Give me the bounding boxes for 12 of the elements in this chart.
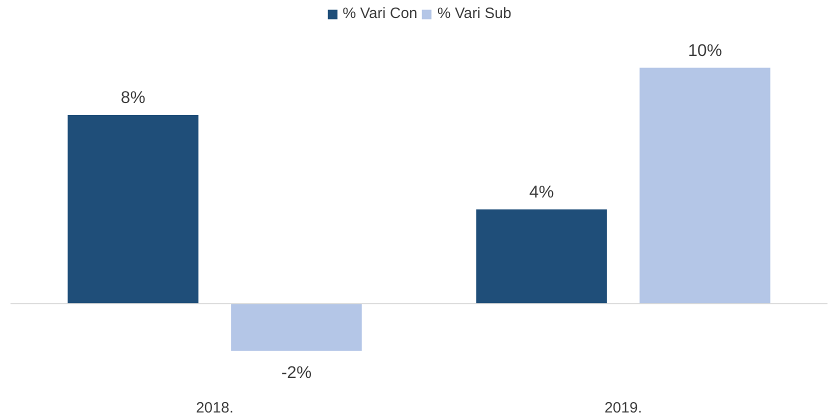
bar xyxy=(231,304,362,351)
data-label: 10% xyxy=(688,40,722,60)
bar xyxy=(476,209,607,304)
x-tick-label: 2018. xyxy=(196,400,234,415)
legend-label: % Vari Con xyxy=(342,5,418,22)
data-label: 8% xyxy=(120,88,146,107)
data-label: -2% xyxy=(281,362,312,382)
bar xyxy=(640,68,770,304)
legend-label: % Vari Sub xyxy=(437,5,512,22)
data-label: 4% xyxy=(529,182,554,202)
x-tick-label: 2019. xyxy=(604,400,642,415)
bar xyxy=(68,114,198,304)
